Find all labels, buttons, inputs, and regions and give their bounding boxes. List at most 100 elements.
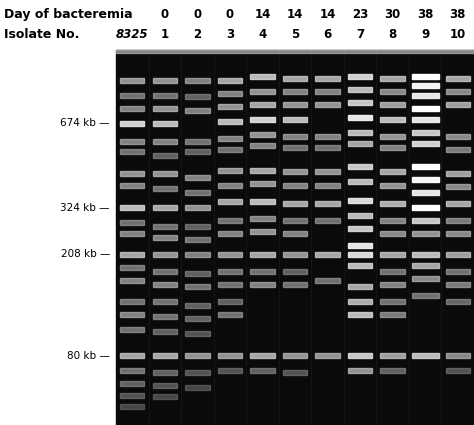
Bar [315, 134, 340, 139]
Bar [250, 199, 274, 204]
Bar [348, 243, 372, 247]
Bar [446, 134, 470, 139]
Text: 4: 4 [258, 28, 266, 40]
Bar [218, 104, 242, 109]
Bar [185, 316, 210, 320]
Text: 14: 14 [287, 8, 303, 20]
Bar [185, 303, 210, 308]
Bar [315, 353, 340, 358]
Bar [381, 353, 405, 358]
Bar [250, 353, 274, 358]
Text: 3: 3 [226, 28, 234, 40]
Bar [153, 235, 177, 240]
Bar [315, 89, 340, 94]
Bar [412, 74, 438, 79]
Bar [315, 170, 340, 174]
Bar [185, 385, 210, 390]
Bar [250, 230, 274, 234]
Bar [446, 184, 470, 190]
Bar [218, 218, 242, 223]
Bar [153, 383, 177, 388]
Bar [315, 218, 340, 223]
Bar [185, 331, 210, 336]
Text: 7: 7 [356, 28, 364, 40]
Bar [250, 167, 274, 173]
Text: Day of bacteremia: Day of bacteremia [4, 8, 133, 20]
Bar [185, 224, 210, 229]
Bar [348, 130, 372, 135]
Bar [153, 186, 177, 191]
Bar [218, 269, 242, 274]
Text: 9: 9 [421, 28, 429, 40]
Bar [218, 136, 242, 141]
Bar [153, 205, 177, 210]
Bar [283, 134, 307, 139]
Bar [120, 171, 145, 176]
Bar [348, 353, 372, 358]
Bar [120, 265, 145, 270]
Bar [120, 381, 145, 386]
Bar [381, 282, 405, 287]
Bar [348, 164, 372, 169]
Bar [283, 89, 307, 94]
Bar [116, 50, 474, 425]
Bar [348, 100, 372, 105]
Bar [283, 370, 307, 375]
Bar [412, 130, 438, 135]
Bar [153, 121, 177, 126]
Bar [446, 269, 470, 274]
Bar [348, 212, 372, 218]
Bar [218, 299, 242, 304]
Text: 23: 23 [352, 8, 368, 20]
Bar [283, 76, 307, 81]
Bar [348, 263, 372, 268]
Bar [185, 77, 210, 82]
Bar [185, 94, 210, 99]
Bar [120, 231, 145, 236]
Bar [381, 299, 405, 304]
Bar [381, 134, 405, 139]
Text: Isolate No.: Isolate No. [4, 28, 79, 40]
Bar [283, 145, 307, 150]
Bar [412, 164, 438, 169]
Bar [446, 76, 470, 81]
Bar [283, 102, 307, 107]
Bar [283, 170, 307, 174]
Bar [283, 353, 307, 358]
Bar [283, 201, 307, 206]
Bar [315, 278, 340, 283]
Bar [446, 299, 470, 304]
Bar [315, 102, 340, 107]
Bar [218, 91, 242, 96]
Bar [446, 201, 470, 206]
Bar [381, 312, 405, 317]
Bar [381, 269, 405, 274]
Bar [412, 263, 438, 268]
Bar [348, 312, 372, 317]
Bar [185, 271, 210, 276]
Text: 38: 38 [449, 8, 466, 20]
Bar [120, 278, 145, 283]
Bar [120, 353, 145, 358]
Bar [348, 198, 372, 202]
Bar [412, 353, 438, 358]
Bar [446, 102, 470, 107]
Text: 8: 8 [389, 28, 397, 40]
Bar [185, 108, 210, 113]
Bar [250, 89, 274, 94]
Text: 8325: 8325 [116, 28, 148, 40]
Bar [153, 139, 177, 144]
Bar [250, 117, 274, 122]
Bar [218, 252, 242, 257]
Bar [283, 117, 307, 122]
Bar [412, 117, 438, 122]
Bar [412, 218, 438, 223]
Bar [120, 106, 145, 110]
Bar [412, 141, 438, 146]
Bar [153, 353, 177, 358]
Bar [250, 368, 274, 373]
Bar [250, 282, 274, 287]
Bar [185, 149, 210, 154]
Bar [446, 368, 470, 373]
Text: 2: 2 [193, 28, 201, 40]
